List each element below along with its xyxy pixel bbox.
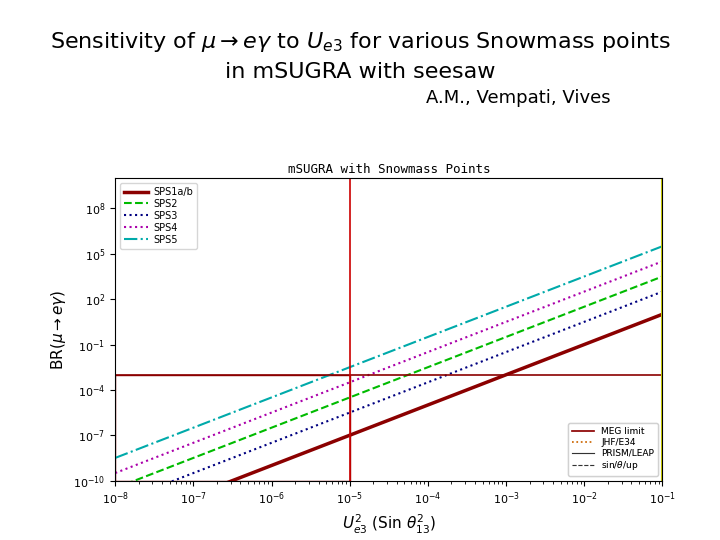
SPS2 bbox=[433, 360, 442, 367]
SPS4 bbox=[251, 415, 260, 422]
Line: SPS2: SPS2 bbox=[115, 276, 662, 488]
SPS2 bbox=[523, 326, 531, 332]
SPS2 bbox=[477, 343, 485, 350]
SPS4 bbox=[523, 310, 531, 317]
SPS2 bbox=[251, 430, 260, 437]
Text: A.M., Vempati, Vives: A.M., Vempati, Vives bbox=[426, 89, 611, 107]
SPS5 bbox=[111, 455, 120, 461]
SPS5 bbox=[359, 359, 367, 366]
SPS4 bbox=[477, 328, 485, 335]
SPS3 bbox=[359, 404, 367, 411]
Line: SPS1a/b: SPS1a/b bbox=[115, 314, 662, 526]
SPS1a/b bbox=[658, 311, 667, 318]
SPS5 bbox=[477, 313, 485, 320]
SPS5 bbox=[523, 295, 531, 302]
SPS1a/b bbox=[111, 523, 120, 529]
SPS5 bbox=[207, 417, 216, 424]
SPS4 bbox=[359, 374, 367, 381]
SPS3 bbox=[658, 288, 667, 295]
SPS4 bbox=[433, 345, 442, 352]
Line: SPS3: SPS3 bbox=[115, 292, 662, 503]
Text: in mSUGRA with seesaw: in mSUGRA with seesaw bbox=[225, 62, 495, 82]
Title: mSUGRA with Snowmass Points: mSUGRA with Snowmass Points bbox=[287, 163, 490, 176]
SPS2 bbox=[359, 389, 367, 396]
SPS1a/b bbox=[433, 398, 442, 404]
SPS2 bbox=[111, 485, 120, 491]
SPS4 bbox=[111, 470, 120, 476]
Text: Sensitivity of $\mu \rightarrow e\gamma$ to $U_{e3}$ for various Snowmass points: Sensitivity of $\mu \rightarrow e\gamma$… bbox=[50, 30, 670, 53]
X-axis label: $U_{e3}^{2}$ (Sin $\theta_{13}^{2}$): $U_{e3}^{2}$ (Sin $\theta_{13}^{2}$) bbox=[342, 512, 436, 536]
Y-axis label: BR($\mu \rightarrow e\gamma$): BR($\mu \rightarrow e\gamma$) bbox=[49, 289, 68, 369]
SPS1a/b bbox=[207, 485, 216, 492]
SPS3 bbox=[477, 359, 485, 365]
SPS1a/b bbox=[477, 381, 485, 388]
SPS1a/b bbox=[251, 468, 260, 475]
SPS3 bbox=[433, 375, 442, 382]
SPS3 bbox=[251, 446, 260, 452]
SPS2 bbox=[658, 273, 667, 280]
SPS3 bbox=[207, 463, 216, 469]
SPS4 bbox=[207, 433, 216, 439]
Legend: MEG limit, JHF/E34, PRISM/LEAP, sin/$\theta$/up: MEG limit, JHF/E34, PRISM/LEAP, sin/$\th… bbox=[568, 423, 658, 476]
SPS5 bbox=[433, 330, 442, 336]
Bar bbox=[115, 375, 350, 481]
SPS1a/b bbox=[523, 363, 531, 370]
Line: SPS4: SPS4 bbox=[115, 261, 662, 473]
SPS2 bbox=[207, 448, 216, 454]
SPS4 bbox=[658, 258, 667, 265]
SPS3 bbox=[111, 500, 120, 507]
SPS3 bbox=[523, 341, 531, 347]
SPS1a/b bbox=[359, 427, 367, 434]
Line: SPS5: SPS5 bbox=[115, 246, 662, 458]
SPS5 bbox=[251, 400, 260, 407]
SPS5 bbox=[658, 243, 667, 249]
